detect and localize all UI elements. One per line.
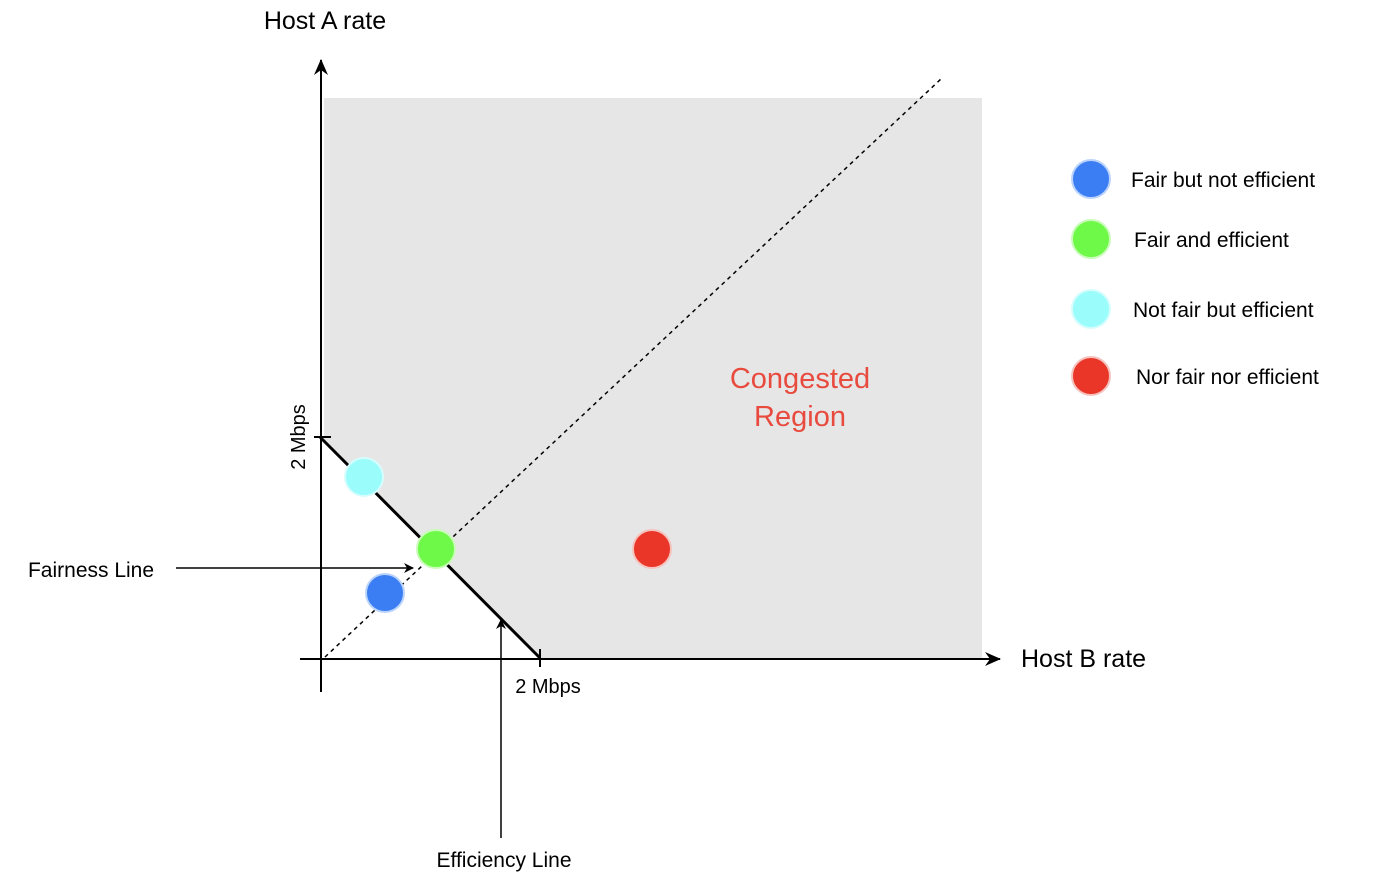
legend-item: Not fair but efficient [1071,289,1314,329]
legend: Fair but not efficient Fair and efficien… [1071,159,1319,396]
congested-region-label-line1: Congested [730,363,870,395]
efficiency-line-label: Efficiency Line [436,849,571,872]
point-not-fair-but-efficient [344,457,384,497]
fairness-line [324,77,943,658]
legend-label: Nor fair nor efficient [1136,366,1319,389]
legend-item: Fair but not efficient [1071,159,1315,199]
legend-swatch-fair-and-efficient [1071,219,1111,259]
legend-swatch-not-fair-but-efficient [1071,289,1111,329]
point-nor-fair-nor-efficient [632,529,672,569]
legend-swatch-nor-fair-nor-efficient [1071,356,1111,396]
legend-item: Nor fair nor efficient [1071,356,1319,396]
x-axis-label: Host B rate [1021,645,1146,673]
legend-item: Fair and efficient [1071,219,1289,259]
legend-label: Not fair but efficient [1133,299,1314,322]
point-fair-and-efficient [416,529,456,569]
legend-swatch-fair-but-not-efficient [1071,159,1111,199]
legend-label: Fair but not efficient [1131,169,1315,192]
point-fair-but-not-efficient [365,573,405,613]
congested-region-label-line2: Region [754,401,846,433]
fairness-line-label: Fairness Line [28,559,154,582]
y-tick-label: 2 Mbps [288,404,310,470]
x-tick-label: 2 Mbps [515,676,581,698]
legend-label: Fair and efficient [1134,229,1289,252]
y-axis-label: Host A rate [264,7,386,35]
